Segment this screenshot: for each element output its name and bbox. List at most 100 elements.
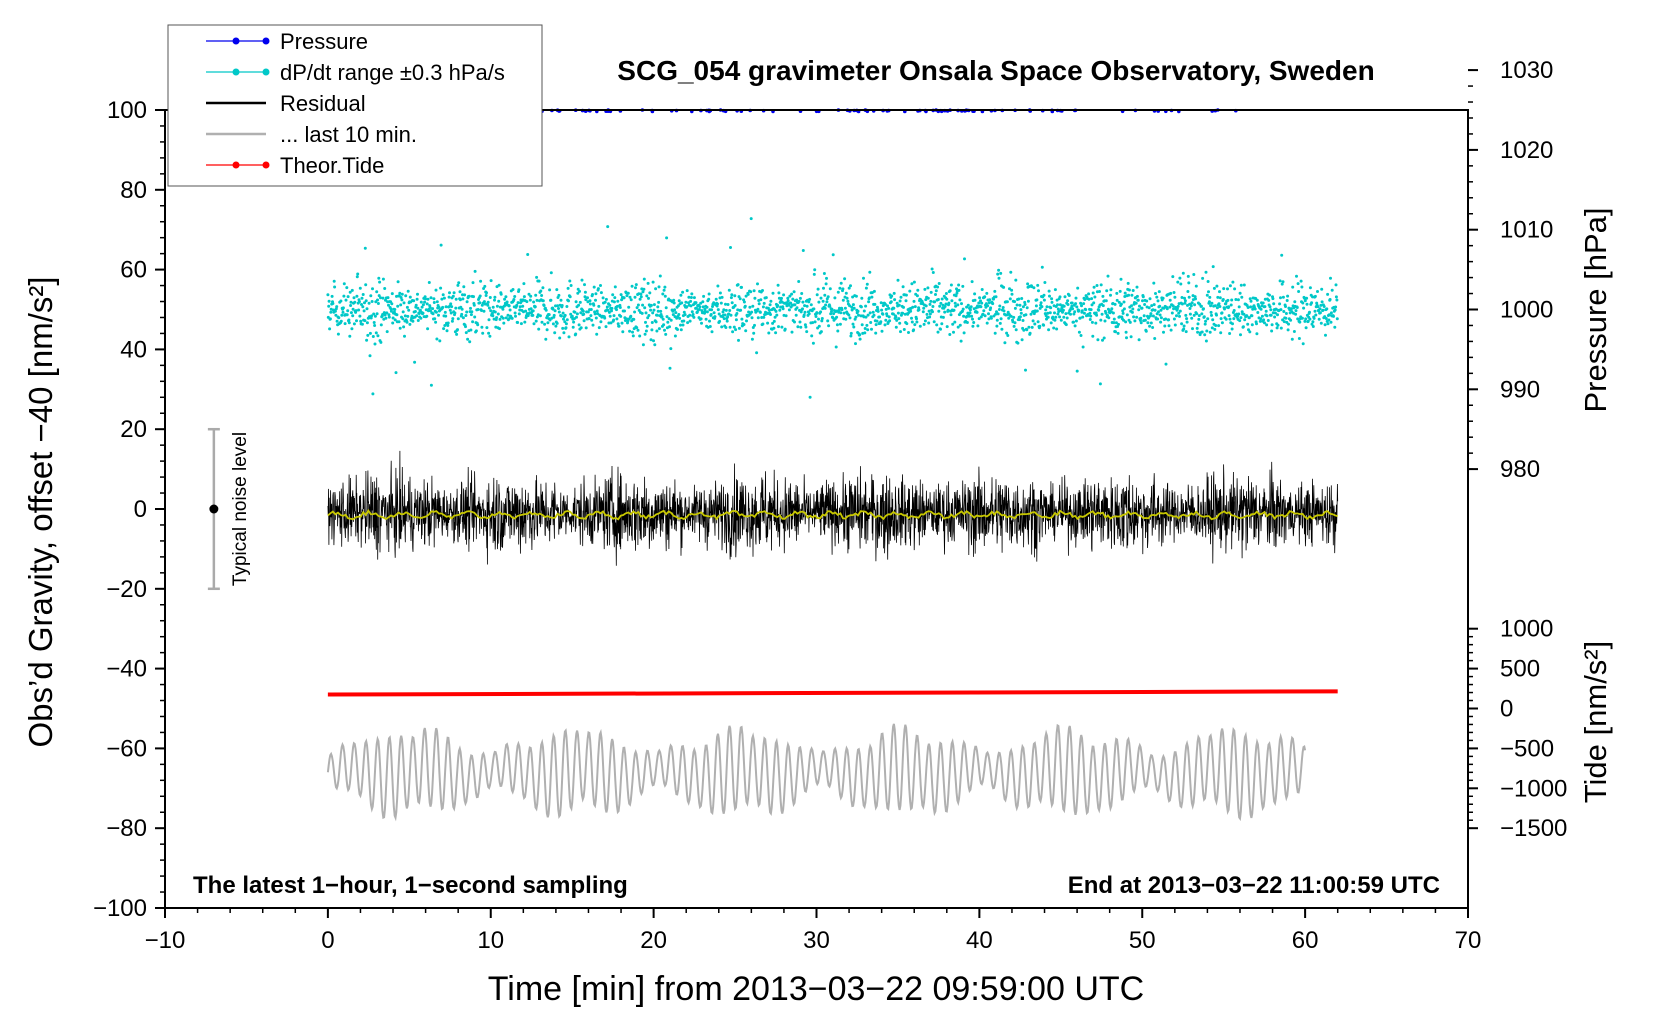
dpdt-point — [1324, 317, 1328, 320]
dpdt-point — [730, 301, 734, 305]
dpdt-point — [932, 320, 936, 324]
dpdt-point — [486, 303, 490, 307]
dpdt-point — [1030, 325, 1034, 329]
tide-tick-label: 500 — [1500, 656, 1540, 683]
dpdt-point — [599, 320, 603, 324]
dpdt-point — [421, 303, 425, 307]
dpdt-point — [1005, 331, 1009, 335]
dpdt-point — [327, 304, 331, 308]
dpdt-point — [872, 289, 876, 293]
dpdt-point — [682, 310, 686, 314]
pressure-tick-label: 1000 — [1500, 297, 1553, 324]
legend-label: Pressure — [280, 29, 368, 54]
dpdt-point — [511, 288, 515, 291]
dpdt-point — [481, 331, 485, 335]
dpdt-point — [1065, 316, 1069, 320]
dpdt-point — [1183, 299, 1187, 303]
dpdt-point — [429, 296, 433, 300]
dpdt-point — [1197, 314, 1201, 318]
dpdt-point — [498, 327, 501, 331]
dpdt-point — [382, 311, 386, 315]
dpdt-point — [360, 296, 364, 300]
dpdt-point — [910, 320, 914, 324]
dpdt-point — [776, 283, 780, 287]
dpdt-point — [1250, 323, 1254, 327]
dpdt-point — [489, 309, 493, 313]
dpdt-point — [1143, 303, 1147, 306]
dpdt-point — [980, 288, 984, 291]
dpdt-point — [495, 304, 499, 308]
dpdt-point — [352, 296, 356, 300]
dpdt-point — [798, 296, 802, 300]
dpdt-point — [344, 298, 348, 302]
dpdt-point — [823, 306, 827, 310]
dpdt-point — [375, 290, 379, 294]
dpdt-point — [542, 304, 546, 307]
dpdt-point — [456, 328, 459, 332]
dpdt-point — [983, 295, 987, 299]
dpdt-point — [652, 339, 655, 343]
dpdt-point — [909, 309, 913, 313]
dpdt-point — [360, 303, 363, 306]
dpdt-point — [1114, 321, 1118, 325]
dpdt-point — [415, 297, 419, 301]
dpdt-point — [1139, 321, 1143, 325]
dpdt-point — [421, 311, 425, 315]
dpdt-point — [352, 322, 356, 326]
dpdt-point — [1222, 287, 1226, 291]
dpdt-point — [727, 288, 731, 292]
dpdt-point — [1325, 307, 1329, 311]
dpdt-point — [496, 312, 500, 316]
x-axis-label: Time [min] from 2013−03−22 09:59:00 UTC — [488, 970, 1144, 1008]
dpdt-point — [416, 306, 420, 310]
dpdt-point — [372, 312, 376, 316]
dpdt-point — [1122, 318, 1125, 322]
dpdt-point — [688, 313, 692, 317]
dpdt-point — [1228, 317, 1232, 321]
dpdt-point — [1223, 307, 1226, 311]
dpdt-point — [615, 304, 619, 308]
dpdt-point — [394, 371, 398, 375]
dpdt-point — [1141, 299, 1144, 303]
dpdt-point — [1199, 304, 1203, 308]
dpdt-point — [682, 319, 686, 323]
dpdt-point — [1161, 296, 1165, 300]
dpdt-point — [1139, 316, 1143, 320]
dpdt-point — [826, 295, 830, 299]
dpdt-point — [941, 315, 945, 319]
dpdt-point — [616, 322, 620, 326]
dpdt-point — [894, 315, 898, 319]
dpdt-point — [775, 313, 779, 317]
dpdt-point — [922, 322, 926, 326]
dpdt-point — [633, 310, 637, 314]
dpdt-point — [661, 317, 665, 321]
dpdt-point — [672, 298, 676, 302]
dpdt-point — [1159, 316, 1163, 320]
dpdt-point — [1268, 293, 1271, 297]
legend-box — [167, 24, 543, 187]
dpdt-point — [918, 324, 922, 328]
dpdt-point — [1188, 312, 1192, 316]
dpdt-point — [486, 300, 490, 304]
dpdt-point — [595, 309, 599, 313]
dpdt-point — [629, 314, 633, 318]
dpdt-point — [1095, 313, 1099, 317]
dpdt-point — [899, 330, 902, 334]
dpdt-point — [979, 315, 983, 319]
dpdt-point — [822, 272, 826, 275]
dpdt-point — [805, 304, 809, 308]
dpdt-point — [1192, 273, 1196, 276]
dpdt-point — [943, 310, 947, 314]
dpdt-point — [1117, 322, 1120, 326]
dpdt-point — [1101, 304, 1105, 308]
dpdt-point — [705, 305, 709, 309]
dpdt-point — [1110, 307, 1114, 311]
dpdt-point — [933, 300, 937, 304]
dpdt-point — [734, 328, 738, 332]
dpdt-point — [750, 310, 754, 314]
dpdt-point — [1279, 296, 1282, 300]
dpdt-point — [1151, 326, 1155, 329]
dpdt-point — [508, 308, 512, 312]
dpdt-point — [1143, 318, 1147, 322]
dpdt-point — [749, 217, 753, 221]
